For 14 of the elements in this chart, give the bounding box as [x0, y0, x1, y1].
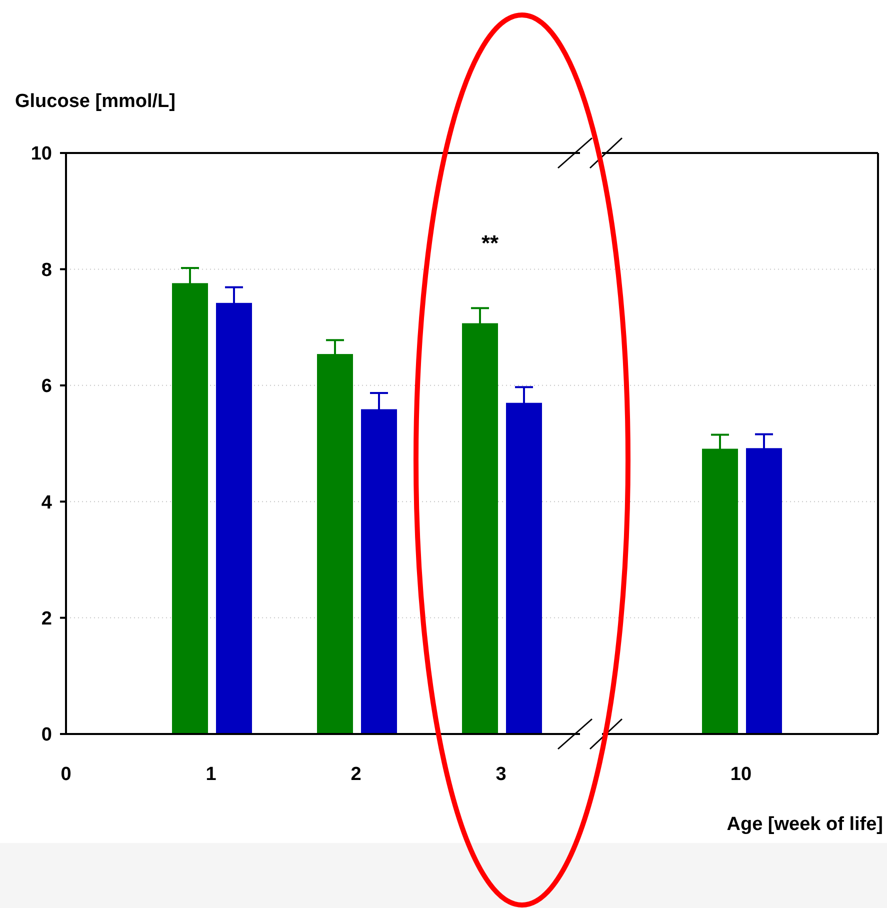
x-tick-label: 2 — [350, 764, 362, 785]
y-tick-label: 6 — [41, 376, 52, 398]
y-axis-title: Glucose [mmol/L] — [15, 91, 176, 112]
x-axis-title: Age [week of life] — [726, 814, 883, 835]
y-tick-label: 8 — [41, 260, 52, 281]
x-tick-label: 1 — [206, 764, 217, 785]
y-tick-label: 4 — [41, 492, 52, 514]
x-tick-label: 0 — [60, 764, 72, 785]
x-tick-label: 3 — [496, 764, 506, 785]
y-tick-label: 10 — [30, 144, 52, 165]
annotation: ** — [481, 230, 499, 256]
x-tick-label: 10 — [730, 764, 752, 785]
y-tick-label: 0 — [41, 724, 52, 746]
y-tick-label: 2 — [41, 608, 52, 630]
